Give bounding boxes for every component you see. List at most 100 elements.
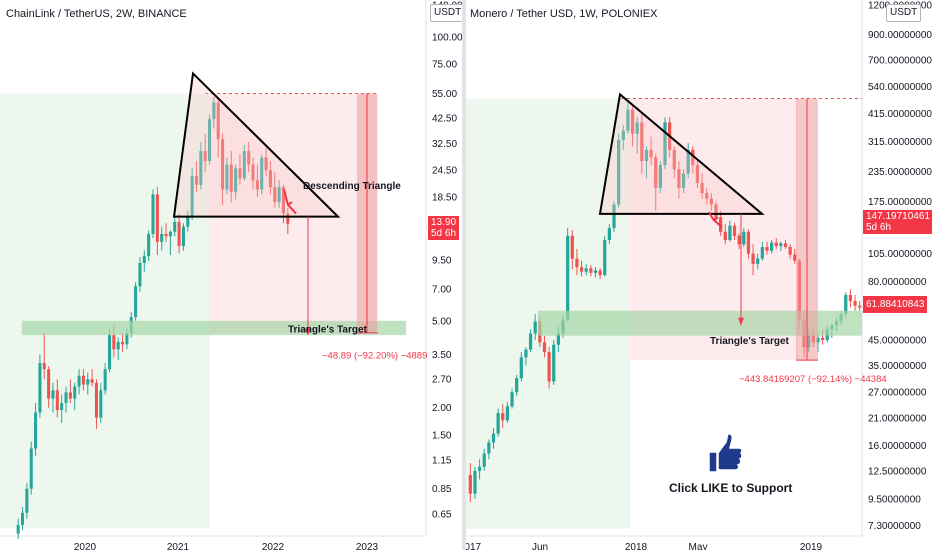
candle-body [64, 392, 68, 404]
candle-body [501, 413, 505, 421]
candle-body [142, 256, 146, 264]
candle-body [47, 369, 51, 399]
y-tick-label: 0.65 [432, 510, 452, 521]
candle-body [705, 193, 709, 199]
candle-body [94, 382, 98, 418]
candle-body [487, 442, 491, 454]
y-tick-label: 175.00000000 [868, 197, 932, 208]
candle-body [853, 301, 857, 306]
y-tick-label: 27.00000000 [868, 388, 927, 399]
y-tick-label: 3.50 [432, 350, 452, 361]
y-tick-label: 45.00000000 [868, 336, 927, 347]
like-support-text[interactable]: Click LIKE to Support [669, 481, 793, 495]
candle-body [251, 164, 255, 181]
candle-body [654, 157, 658, 188]
candle-body [607, 227, 611, 240]
bear-zone [210, 93, 378, 333]
x-tick-label: May [689, 542, 708, 550]
x-tick-label: 2022 [262, 542, 285, 550]
candle-body [542, 342, 547, 353]
x-tick-label: 2023 [356, 542, 379, 550]
candle-body [25, 488, 29, 513]
y-tick-label: 415.00000000 [868, 109, 932, 120]
candle-body [147, 233, 151, 257]
panel-divider[interactable] [462, 0, 466, 550]
right-last-price: 147.19710461 [866, 211, 930, 222]
candle-body [77, 375, 81, 387]
y-tick-label: 9.50000000 [868, 494, 921, 505]
candle-body [277, 187, 281, 203]
candle-body [116, 341, 120, 350]
candle-body [86, 379, 90, 385]
candle-body [138, 263, 142, 287]
x-tick-label: Jun [532, 542, 548, 550]
candle-body [160, 233, 164, 242]
candle-body [756, 258, 760, 264]
y-tick-label: 18.50 [432, 192, 457, 203]
left-last-price: 13.90 [431, 217, 457, 228]
bull-zone [0, 93, 210, 529]
candle-body [774, 242, 778, 247]
candle-body [649, 149, 653, 158]
x-tick-label: 2021 [167, 542, 190, 550]
left-countdown: 5d 6h [431, 228, 457, 239]
candle-body [621, 130, 625, 140]
right-countdown: 5d 6h [866, 222, 892, 233]
link-usdt-chart[interactable]: 140.00100.0075.0055.0042.5032.5024.5018.… [0, 0, 462, 550]
candle-body [281, 187, 285, 214]
candle-body [186, 216, 190, 227]
candle-body [626, 109, 630, 131]
candle-body [173, 221, 177, 232]
candle-body [216, 102, 220, 140]
xmr-usdt-chart[interactable]: 1200.00000000900.00000000700.00000000540… [466, 0, 932, 550]
candle-body [510, 392, 514, 407]
right-secondary-price-tag: 61.88410843 [863, 296, 928, 313]
candle-body [566, 235, 570, 320]
candle-body [677, 169, 681, 188]
y-tick-label: 1.15 [432, 456, 452, 467]
candle-body [81, 375, 85, 385]
left-chart-panel[interactable]: 140.00100.0075.0055.0042.5032.5024.5018.… [0, 0, 466, 550]
candle-body [103, 369, 107, 391]
target-arrowhead [738, 317, 744, 326]
candle-body [640, 122, 644, 162]
candle-body [177, 221, 181, 247]
y-tick-label: 0.85 [432, 484, 452, 495]
candle-body [38, 363, 42, 413]
candle-body [788, 247, 792, 255]
candle-body [221, 139, 225, 190]
candle-body [575, 258, 579, 268]
candle-body [496, 413, 500, 434]
pointer-arrow [283, 189, 297, 215]
candle-body [482, 453, 486, 467]
candle-body [723, 231, 727, 240]
right-chart-panel[interactable]: 1200.00000000900.00000000700.00000000540… [466, 0, 932, 550]
candle-body [477, 466, 482, 471]
thumbs-up-icon[interactable] [706, 432, 744, 474]
left-last-price-tag: 13.90 5d 6h [428, 216, 460, 240]
y-tick-label: 700.00000000 [868, 56, 932, 67]
left-currency-button[interactable]: USDT [430, 4, 466, 22]
target-label: Triangle's Target [710, 336, 790, 347]
candle-body [820, 337, 825, 341]
candle-body [556, 333, 561, 345]
candle-body [519, 357, 523, 379]
y-tick-label: 7.00 [432, 284, 452, 295]
candle-body [212, 102, 216, 120]
y-tick-label: 5.00 [432, 316, 452, 327]
candle-body [90, 379, 94, 383]
candle-body [728, 225, 732, 240]
x-tick-label: 2018 [625, 542, 648, 550]
candle-body [181, 226, 185, 247]
candle-body [742, 231, 746, 245]
y-tick-label: 42.50 [432, 113, 457, 124]
right-currency-button[interactable]: USDT [886, 4, 922, 22]
candle-body [164, 233, 168, 237]
candle-body [719, 217, 723, 232]
y-tick-label: 7.30000000 [868, 521, 921, 532]
candle-body [630, 109, 635, 134]
pointer-arrow [708, 211, 723, 228]
candle-body [760, 247, 764, 259]
candle-body [473, 470, 477, 494]
y-tick-label: 9.50 [432, 255, 452, 266]
